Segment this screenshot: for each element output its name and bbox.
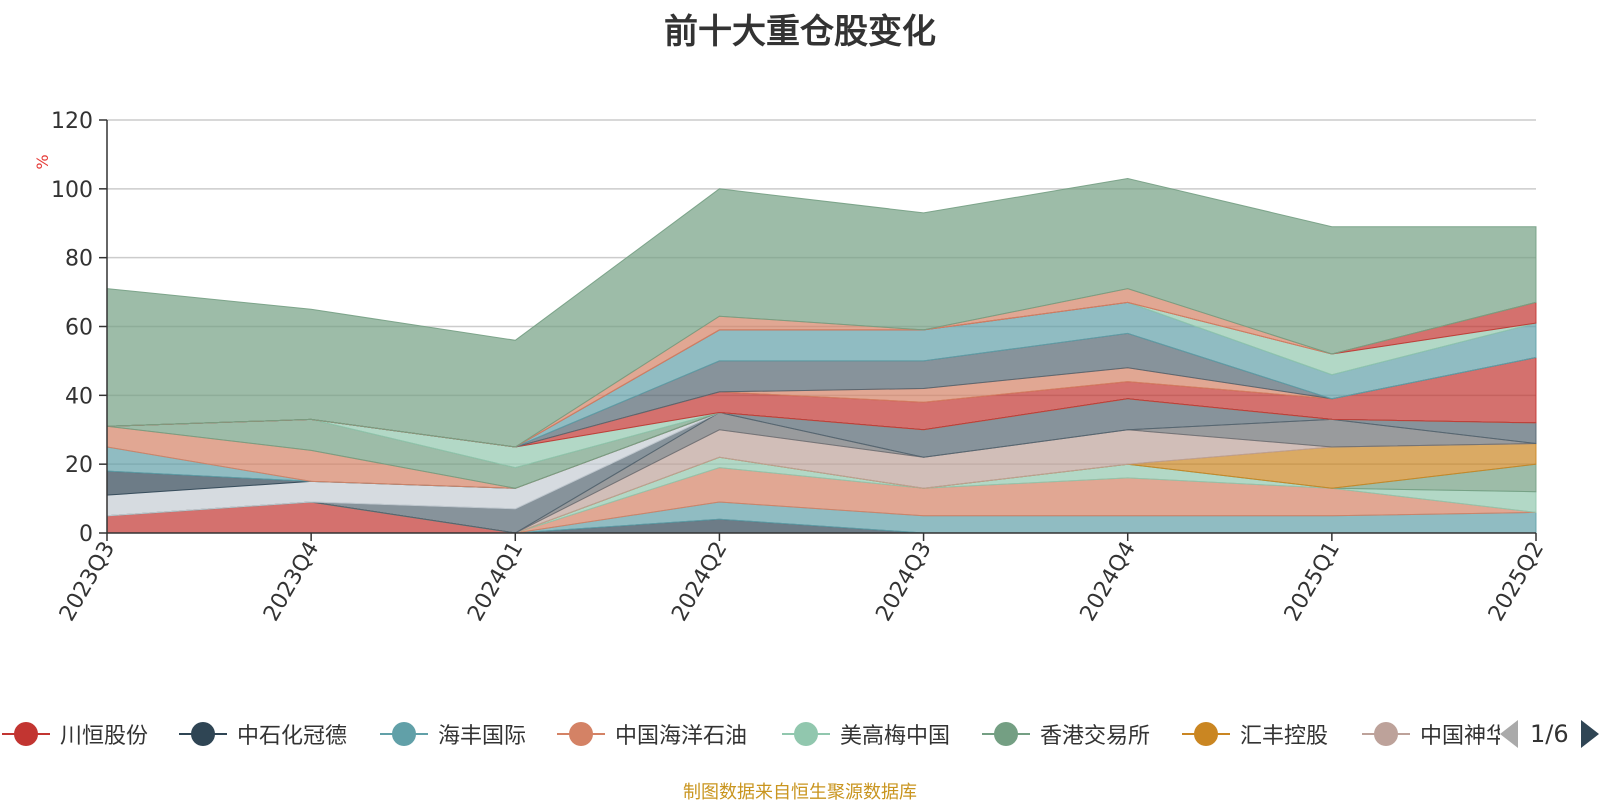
legend-marker-icon — [555, 712, 607, 756]
legend-item[interactable]: 汇丰控股 — [1180, 712, 1328, 756]
x-tick-label-4: 2024Q3 — [871, 538, 936, 626]
x-tick-label-6: 2025Q1 — [1280, 538, 1345, 626]
legend-item[interactable]: 中国神华 — [1360, 712, 1500, 756]
y-axis-unit-label: % — [33, 154, 52, 169]
y-tick-label-6: 120 — [51, 109, 93, 134]
stacked-areas — [106, 177, 1537, 534]
legend-pager: 1/6 — [1500, 712, 1599, 756]
source-note: 制图数据来自恒生聚源数据库 — [683, 782, 917, 803]
legend-item[interactable]: 中国海洋石油 — [555, 712, 747, 756]
y-tick-label-5: 100 — [51, 178, 93, 203]
legend-item-label: 中国神华 — [1420, 724, 1500, 749]
y-tick-label-4: 80 — [65, 247, 93, 272]
x-tick-label-0: 2023Q3 — [55, 538, 120, 626]
legend-marker-icon — [177, 712, 229, 756]
series-area-23 — [106, 177, 1537, 448]
legend-item-label: 汇丰控股 — [1240, 724, 1329, 749]
legend: 川恒股份 中石化冠德 海丰国际 中国海洋石油 美高梅中国 香港交易所 汇丰控股 中国神华 — [0, 712, 1500, 756]
legend-marker-icon — [1180, 712, 1232, 756]
legend-marker-icon — [378, 712, 430, 756]
legend-item[interactable]: 中石化冠德 — [177, 712, 347, 756]
legend-prev-page-arrow-icon[interactable] — [1500, 720, 1518, 748]
legend-item-label: 川恒股份 — [60, 724, 149, 749]
x-tick-label-5: 2024Q4 — [1076, 538, 1141, 626]
x-tick-label-7: 2025Q2 — [1484, 538, 1549, 626]
x-tick-label-2: 2024Q1 — [463, 538, 528, 626]
legend-item-label: 香港交易所 — [1040, 724, 1151, 749]
x-tick-label-1: 2023Q4 — [259, 538, 324, 626]
legend-item[interactable]: 美高梅中国 — [780, 712, 950, 756]
legend-marker-icon — [980, 712, 1032, 756]
legend-item-label: 中国海洋石油 — [615, 724, 748, 749]
legend-item[interactable]: 海丰国际 — [378, 712, 526, 756]
legend-marker-icon — [780, 712, 832, 756]
legend-marker-icon — [0, 712, 52, 756]
legend-page-indicator: 1/6 — [1530, 720, 1569, 748]
legend-item-label: 美高梅中国 — [840, 724, 951, 749]
y-tick-label-3: 60 — [65, 316, 93, 341]
legend-item-label: 中石化冠德 — [237, 724, 348, 749]
legend-marker-icon — [1360, 712, 1412, 756]
x-tick-label-3: 2024Q2 — [667, 538, 732, 626]
y-tick-label-0: 0 — [79, 522, 93, 547]
legend-item-label: 海丰国际 — [438, 724, 527, 749]
legend-next-page-arrow-icon[interactable] — [1580, 720, 1599, 748]
y-tick-label-1: 20 — [65, 453, 93, 478]
chart-title: 前十大重仓股变化 — [664, 12, 936, 52]
y-tick-label-2: 40 — [65, 384, 93, 409]
legend-item[interactable]: 香港交易所 — [980, 712, 1150, 756]
legend-item[interactable]: 川恒股份 — [0, 712, 148, 756]
